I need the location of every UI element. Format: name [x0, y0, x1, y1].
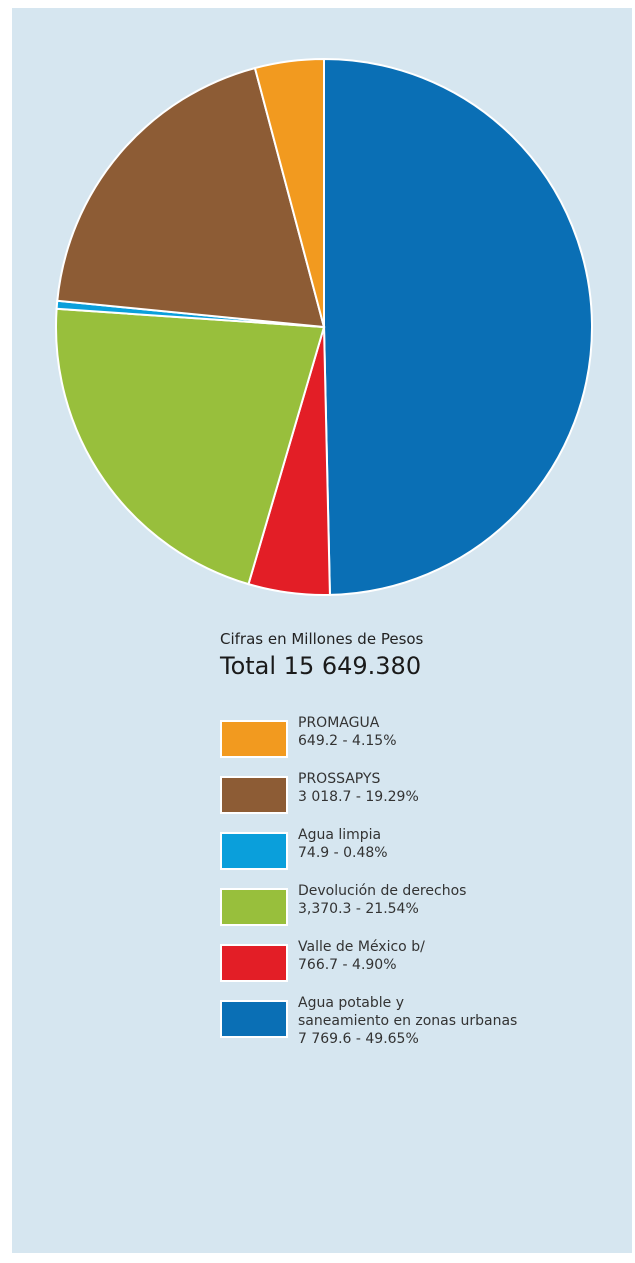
chart-subtitle: Cifras en Millones de Pesos: [220, 630, 424, 648]
legend-swatch: [220, 776, 288, 814]
legend-swatch: [220, 832, 288, 870]
legend-label: Valle de México b/766.7 - 4.90%: [298, 938, 598, 974]
legend-value: 766.7 - 4.90%: [298, 957, 397, 973]
legend-name-line: Devolución de derechos: [298, 883, 467, 899]
legend-name-line: PROSSAPYS: [298, 771, 381, 787]
pie-slice-2: [55, 307, 326, 586]
legend-label: PROMAGUA 649.2 - 4.15%: [298, 714, 598, 750]
chart-total: Total 15 649.380: [220, 652, 422, 680]
pie-chart: [55, 57, 593, 596]
legend-swatch: [220, 1000, 288, 1038]
legend-swatch: [220, 888, 288, 926]
legend-value: 74.9 - 0.48%: [298, 845, 388, 861]
legend-value: 7 769.6 - 49.65%: [298, 1031, 419, 1047]
legend-name-line: Agua potable y: [298, 995, 405, 1011]
legend-swatch: [220, 944, 288, 982]
legend-name-line: Valle de México b/: [298, 939, 425, 955]
legend-value: 3,370.3 - 21.54%: [298, 901, 419, 917]
pie-slice-5: [253, 57, 325, 328]
legend-swatch: [220, 720, 288, 758]
legend-name-line: saneamiento en zonas urbanas: [298, 1013, 518, 1029]
legend-label: Devolución de derechos 3,370.3 - 21.54%: [298, 882, 598, 918]
legend-label: Agua potable y saneamiento en zonas urban…: [298, 994, 598, 1048]
legend-name-line: PROMAGUA: [298, 715, 380, 731]
pie-slice-4: [56, 66, 326, 329]
legend-label: PROSSAPYS 3 018.7 - 19.29%: [298, 770, 598, 806]
legend-value: 3 018.7 - 19.29%: [298, 789, 419, 805]
pie-slice-0: [323, 57, 593, 596]
legend-value: 649.2 - 4.15%: [298, 733, 397, 749]
legend-label: Agua limpia 74.9 - 0.48%: [298, 826, 598, 862]
legend-name-line: Agua limpia: [298, 827, 382, 843]
